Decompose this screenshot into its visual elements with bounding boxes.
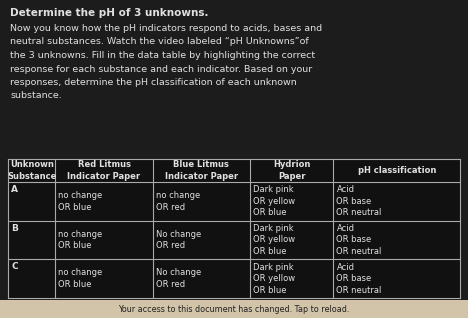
Text: no change
OR blue: no change OR blue [58,268,102,289]
Text: A: A [11,185,18,194]
Text: no change
OR blue: no change OR blue [58,191,102,211]
Text: neutral substances. Watch the video labeled “pH Unknowns”of: neutral substances. Watch the video labe… [10,38,309,46]
Text: no change
OR blue: no change OR blue [58,230,102,250]
Text: no change
OR red: no change OR red [156,191,200,211]
Text: Red Litmus
Indicator Paper: Red Litmus Indicator Paper [67,160,140,181]
Text: Dark pink
OR yellow
OR blue: Dark pink OR yellow OR blue [253,185,295,217]
Text: No change
OR red: No change OR red [156,230,201,250]
Text: Your access to this document has changed. Tap to reload.: Your access to this document has changed… [118,305,350,314]
Text: Unknown
Substance: Unknown Substance [7,160,57,181]
Text: pH classification: pH classification [358,166,436,175]
Text: Dark pink
OR yellow
OR blue: Dark pink OR yellow OR blue [253,263,295,294]
Text: response for each substance and each indicator. Based on your: response for each substance and each ind… [10,65,312,73]
Bar [8,159,460,298]
Text: responses, determine the pH classification of each unknown: responses, determine the pH classificati… [10,78,297,87]
Text: Blue Litmus
Indicator Paper: Blue Litmus Indicator Paper [165,160,238,181]
Text: substance.: substance. [10,92,62,100]
Text: Dark pink
OR yellow
OR blue: Dark pink OR yellow OR blue [253,224,295,256]
Text: Acid
OR base
OR neutral: Acid OR base OR neutral [336,263,382,294]
Text: Now you know how the pH indicators respond to acids, bases and: Now you know how the pH indicators respo… [10,24,322,33]
Text: B: B [11,224,18,233]
Text: the 3 unknowns. Fill in the data table by highlighting the correct: the 3 unknowns. Fill in the data table b… [10,51,315,60]
Text: Acid
OR base
OR neutral: Acid OR base OR neutral [336,224,382,256]
Bar [0,300,468,318]
Text: Hydrion
Paper: Hydrion Paper [273,160,310,181]
Text: No change
OR red: No change OR red [156,268,201,289]
Text: Acid
OR base
OR neutral: Acid OR base OR neutral [336,185,382,217]
Text: C: C [11,262,18,271]
Text: Determine the pH of 3 unknowns.: Determine the pH of 3 unknowns. [10,8,209,18]
